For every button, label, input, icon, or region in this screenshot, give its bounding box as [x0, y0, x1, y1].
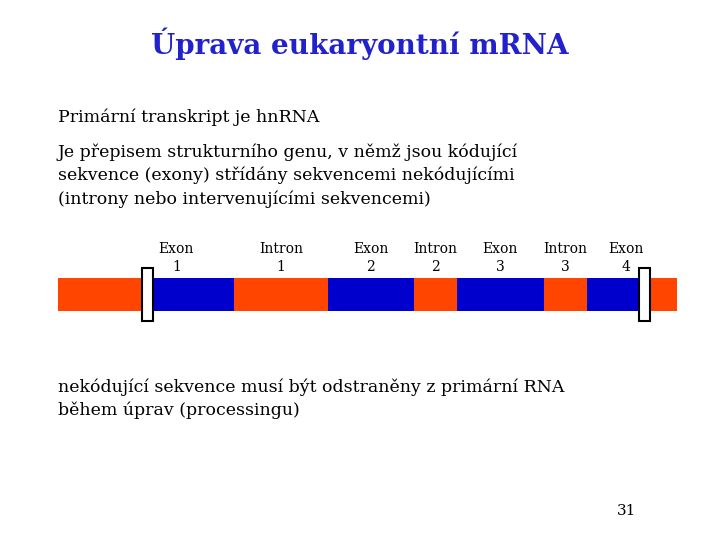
- Bar: [457, 278, 544, 310]
- Bar: [644, 278, 677, 310]
- Text: Je přepisem strukturního genu, v němž jsou kódující
sekvence (exony) střídány se: Je přepisem strukturního genu, v němž js…: [58, 143, 518, 208]
- Text: Úprava eukaryontní mRNA: Úprava eukaryontní mRNA: [151, 27, 569, 59]
- Text: Exon
2: Exon 2: [353, 242, 389, 274]
- Text: Intron
3: Intron 3: [543, 242, 588, 274]
- Text: Intron
2: Intron 2: [413, 242, 458, 274]
- Text: Exon
1: Exon 1: [158, 242, 194, 274]
- Bar: [639, 267, 650, 321]
- Bar: [328, 278, 414, 310]
- Bar: [234, 278, 328, 310]
- Bar: [58, 278, 148, 310]
- Bar: [148, 278, 234, 310]
- Text: Exon
3: Exon 3: [482, 242, 518, 274]
- Bar: [142, 267, 153, 321]
- Text: Primární transkript je hnRNA: Primární transkript je hnRNA: [58, 108, 319, 125]
- Bar: [587, 278, 644, 310]
- Text: nekódující sekvence musí být odstraněny z primární RNA
během úprav (processingu): nekódující sekvence musí být odstraněny …: [58, 378, 564, 419]
- Text: 31: 31: [617, 504, 636, 518]
- Text: Intron
1: Intron 1: [258, 242, 303, 274]
- Text: Exon
4: Exon 4: [608, 242, 644, 274]
- Bar: [414, 278, 457, 310]
- Bar: [544, 278, 587, 310]
